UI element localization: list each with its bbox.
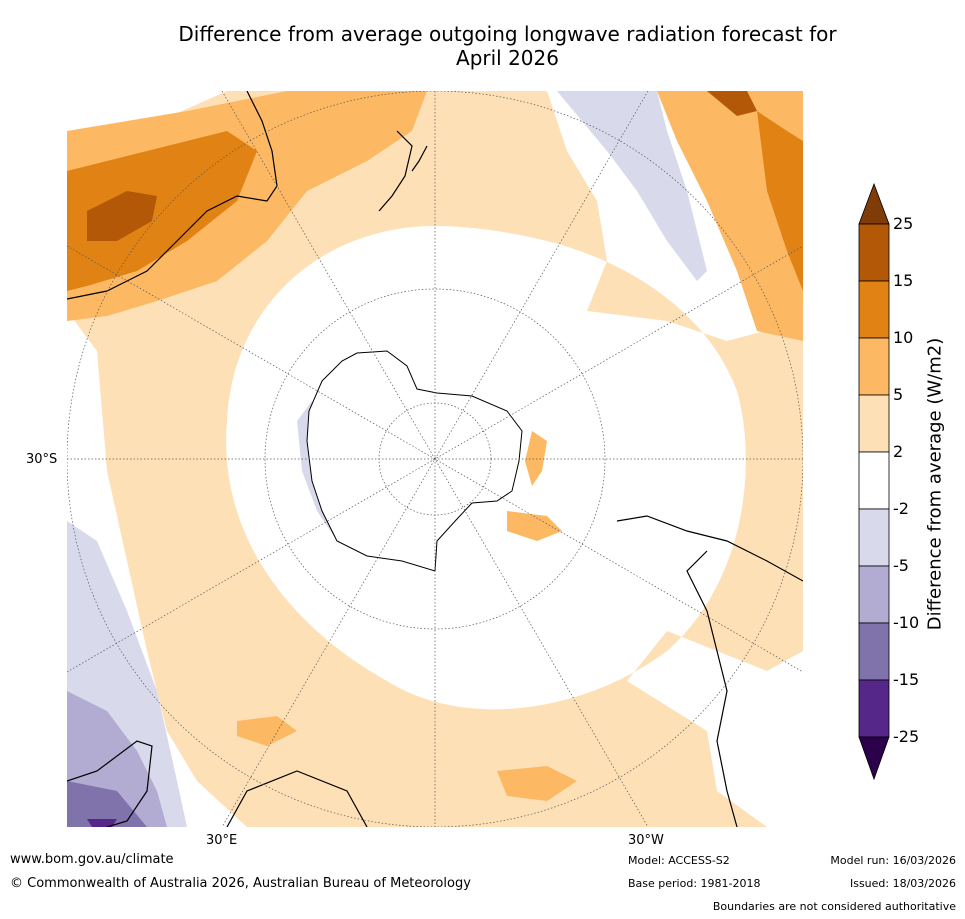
colorbar-tick-15: 15 <box>893 271 914 290</box>
footer-issued: Issued: 18/03/2026 <box>849 877 956 890</box>
colorbar-tick-neg15: -15 <box>893 670 920 689</box>
anomaly-neg-15-25-southwest <box>87 819 117 827</box>
anomaly-neg-2-5-northeast <box>557 91 707 281</box>
colorbar-segment-neg10-neg5 <box>858 565 890 624</box>
colorbar-segment-2-5 <box>858 394 890 453</box>
colorbar-tick-5: 5 <box>893 385 904 404</box>
colorbar-label: Difference from average (W/m2) <box>924 337 946 631</box>
colorbar-tick-25: 25 <box>893 214 914 233</box>
anomaly-neg-10-15-southwest <box>67 781 147 827</box>
anomaly-10-15-west <box>67 131 257 291</box>
new-zealand-coast <box>378 130 428 212</box>
footer-model-run: Model run: 16/03/2026 <box>830 854 956 867</box>
colorbar-graphic <box>858 182 890 781</box>
footer-copyright: © Commonwealth of Australia 2026, Austra… <box>10 876 471 891</box>
colorbar-segment-5-10 <box>858 337 890 396</box>
anomaly-patch-peninsula <box>525 431 547 486</box>
title-line-2: April 2026 <box>456 46 559 70</box>
chart-title: Difference from average outgoing longwav… <box>100 22 915 70</box>
lon-label-30e: 30°E <box>206 833 238 848</box>
anomaly-10-15-east <box>757 111 803 291</box>
anomaly-patch-drake <box>507 511 562 541</box>
footer-base-period: Base period: 1981-2018 <box>628 877 761 890</box>
colorbar-tick-neg25: -25 <box>893 727 920 746</box>
colorbar-tick-neg5: -5 <box>893 556 909 575</box>
colorbar-segment-10-15 <box>858 280 890 339</box>
anomaly-patch-indian <box>237 716 297 746</box>
anomaly-15-25-east <box>707 91 757 116</box>
africa-coast <box>67 740 368 827</box>
lon-label-30w: 30°W <box>628 833 664 848</box>
anomaly-2-5-ring <box>67 91 803 827</box>
anomaly-patch-southatlantic <box>497 766 577 801</box>
title-line-1: Difference from average outgoing longwav… <box>178 22 837 46</box>
map-panel[interactable] <box>67 91 803 827</box>
lat-label-30s: 30°S <box>26 452 58 467</box>
colorbar-tick-neg10: -10 <box>893 613 920 632</box>
anomaly-15-25-west <box>87 191 157 241</box>
colorbar <box>858 182 890 783</box>
graticule <box>67 91 803 827</box>
australia-coast <box>67 91 278 300</box>
colorbar-segment-neg2-2 <box>858 451 890 510</box>
colorbar-under-arrow <box>858 736 890 781</box>
colorbar-segment-neg25-neg15 <box>858 679 890 738</box>
colorbar-over-arrow <box>858 182 890 225</box>
colorbar-segment-neg15-neg10 <box>858 622 890 681</box>
footer-disclaimer: Boundaries are not considered authoritat… <box>712 900 956 913</box>
map-canvas <box>67 91 803 827</box>
footer-model: Model: ACCESS-S2 <box>628 854 730 867</box>
antarctica-outline <box>306 350 523 572</box>
colorbar-tick-neg2: -2 <box>893 499 909 518</box>
colorbar-tick-2: 2 <box>893 442 904 461</box>
footer-website-link[interactable]: www.bom.gov.au/climate <box>10 852 174 867</box>
colorbar-segment-neg5-neg2 <box>858 508 890 567</box>
south-america-coast <box>616 515 803 827</box>
colorbar-tick-10: 10 <box>893 328 914 347</box>
colorbar-segment-15-25 <box>858 223 890 282</box>
